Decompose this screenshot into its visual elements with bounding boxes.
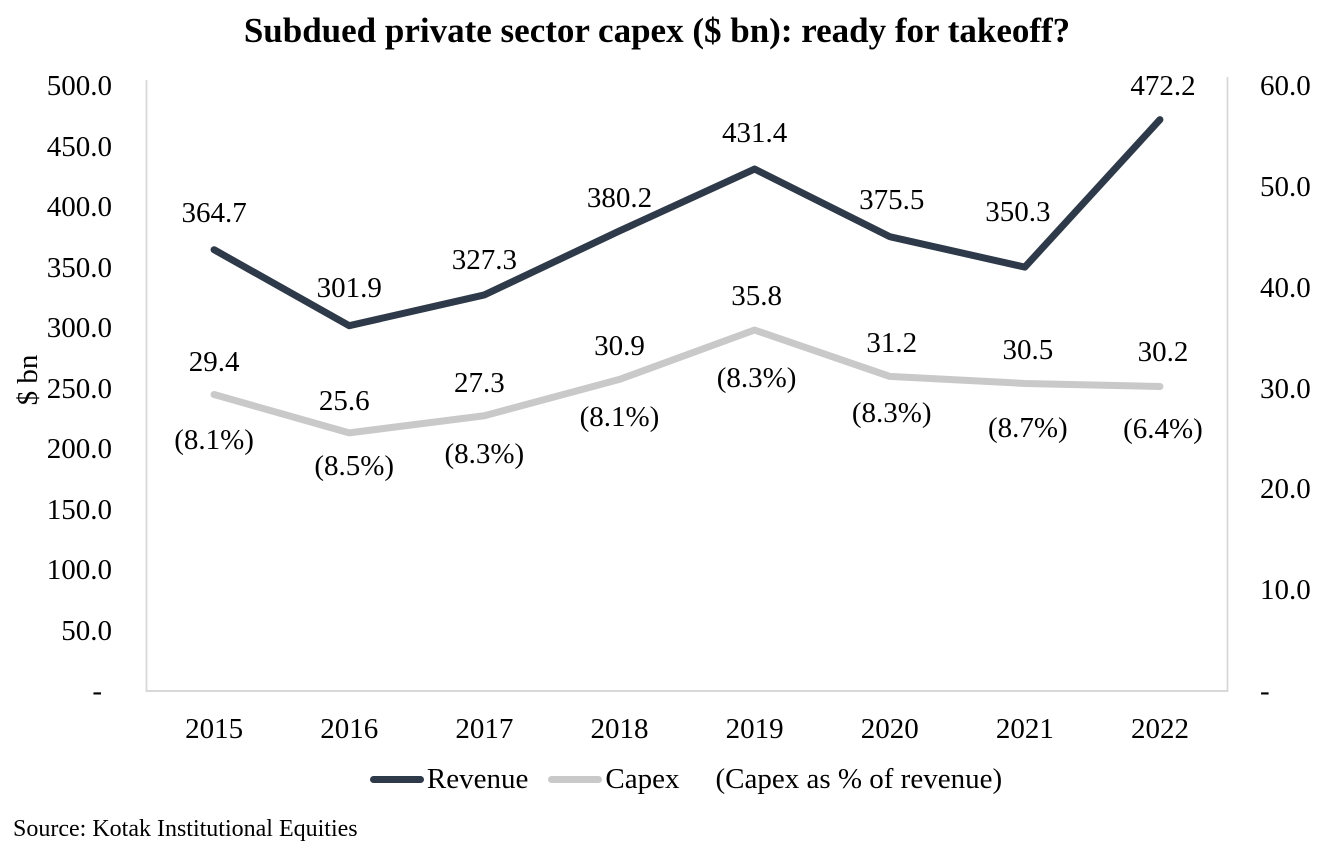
revenue-data-label: 380.2 [586, 181, 653, 214]
revenue-line [210, 116, 1164, 330]
left-axis-tick-label: 100.0 [46, 554, 112, 586]
x-axis-tick-label: 2019 [725, 713, 784, 745]
x-axis-tick-label: 2017 [455, 713, 514, 745]
left-axis-tick-label: 50.0 [61, 614, 112, 647]
x-axis-tick-label: 2021 [995, 713, 1054, 745]
revenue-data-label: 327.3 [451, 243, 517, 276]
capex-pct-label: (6.4%) [1123, 413, 1203, 446]
x-axis-tick-label: 2016 [320, 713, 379, 745]
left-axis-tick-label: 300.0 [46, 312, 112, 344]
revenue-data-label: 375.5 [859, 183, 925, 216]
left-axis-tick-label: 400.0 [46, 191, 112, 223]
x-axis-tick-label: 2022 [1130, 713, 1189, 745]
capex-pct-label: (8.5%) [314, 449, 395, 482]
left-axis-tick-label: 450.0 [46, 130, 112, 163]
capex-data-label: 30.2 [1137, 336, 1189, 369]
capex-data-label: 30.5 [1002, 334, 1054, 367]
right-axis-tick-label: - [1260, 675, 1270, 707]
x-axis-tick-label: 2018 [590, 713, 649, 745]
legend-item: (Capex as % of revenue) [715, 763, 1002, 795]
capex-data-label: 35.8 [731, 280, 782, 313]
legend-swatch-icon [548, 775, 603, 783]
chart-title: Subdued private sector capex ($ bn): rea… [243, 11, 1071, 50]
capex-data-label: 30.9 [594, 330, 645, 363]
capex-pct-label: (8.3%) [851, 397, 932, 430]
legend-swatch-icon [369, 775, 424, 783]
right-axis-tick-label: 50.0 [1260, 170, 1311, 203]
source-note: Source: Kotak Institutional Equities [13, 816, 358, 842]
right-axis-tick-label: 40.0 [1260, 271, 1311, 304]
left-axis-tick-label: 500.0 [46, 70, 112, 102]
left-axis-tick-label: 350.0 [46, 251, 112, 284]
legend-label: Capex [605, 763, 680, 795]
right-axis-tick-label: 20.0 [1260, 473, 1311, 506]
x-axis-tick-label: 2020 [860, 713, 919, 745]
capex-data-label: 31.2 [866, 327, 918, 360]
legend-label: (Capex as % of revenue) [715, 763, 1003, 795]
capex-pct-label: (8.1%) [174, 423, 254, 456]
right-axis-tick-label: 30.0 [1260, 372, 1311, 405]
capex-data-label: 29.4 [188, 345, 240, 378]
left-axis-tick-label: - [92, 675, 102, 707]
capex-line [210, 326, 1164, 437]
revenue-data-label: 301.9 [316, 271, 382, 304]
capex-pct-label: (8.3%) [444, 437, 525, 470]
legend-item: Capex [548, 763, 679, 795]
capex-pct-label: (8.1%) [579, 401, 660, 434]
revenue-data-label: 431.4 [721, 117, 788, 149]
capex-pct-label: (8.7%) [987, 412, 1068, 445]
left-axis-tick-label: 150.0 [46, 493, 112, 526]
capex-pct-label: (8.3%) [716, 362, 797, 395]
capex-data-label: 27.3 [453, 366, 505, 399]
revenue-data-label: 472.2 [1130, 69, 1196, 102]
legend: Revenue Capex (Capex as % of revenue) [14, 763, 1344, 795]
right-axis-tick-label: 60.0 [1260, 70, 1311, 102]
revenue-data-label: 350.3 [985, 196, 1051, 229]
revenue-data-label: 364.7 [181, 196, 247, 229]
legend-label: Revenue [426, 763, 529, 795]
x-axis-tick-label: 2015 [185, 713, 244, 745]
legend-item: Revenue [369, 763, 529, 795]
capex-data-label: 25.6 [318, 384, 370, 417]
right-axis-tick-label: 10.0 [1260, 574, 1311, 607]
left-axis-tick-label: 250.0 [46, 372, 112, 405]
left-axis-tick-label: 200.0 [46, 433, 112, 465]
